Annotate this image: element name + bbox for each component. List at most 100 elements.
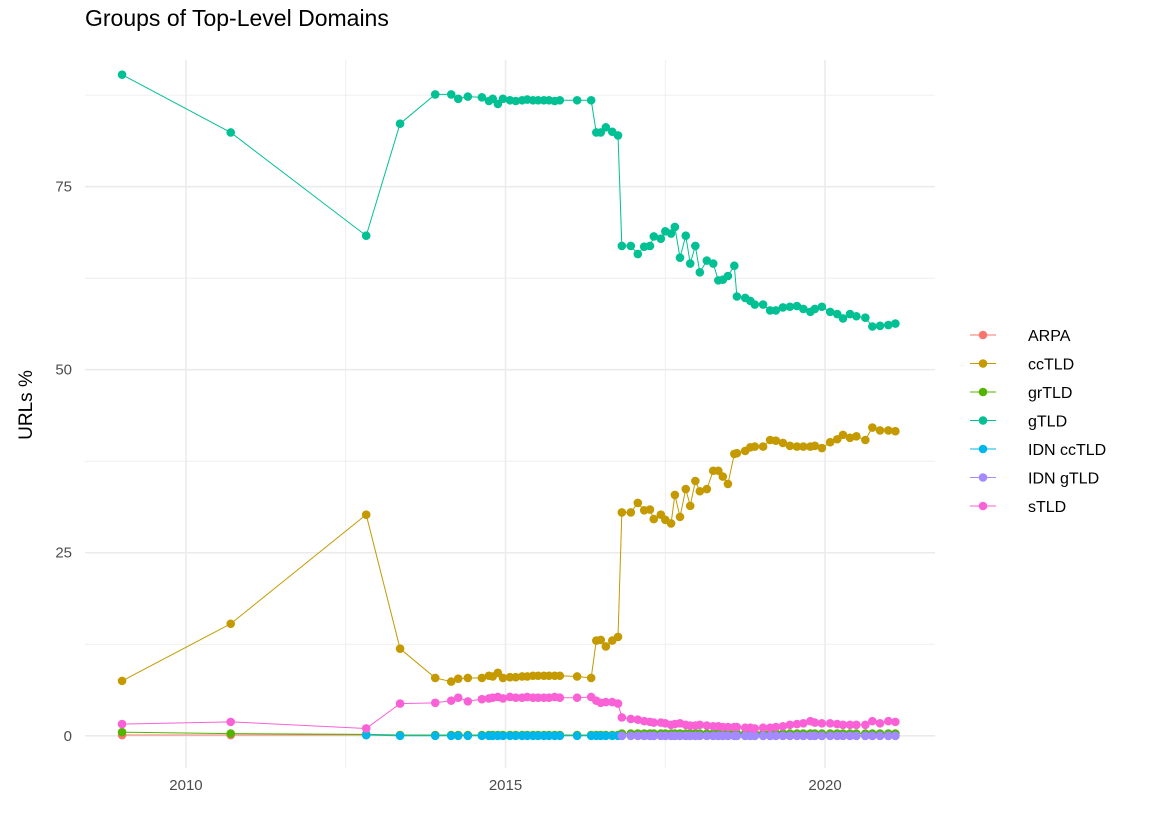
data-point bbox=[395, 731, 405, 741]
data-point bbox=[691, 241, 700, 251]
data-point bbox=[750, 300, 760, 309]
data-point bbox=[613, 131, 623, 140]
data-point bbox=[498, 94, 508, 104]
chart-title: Groups of Top-Level Domains bbox=[85, 5, 389, 31]
legend-label: IDN gTLD bbox=[1028, 471, 1099, 488]
data-point bbox=[601, 123, 611, 132]
data-point bbox=[852, 731, 861, 741]
legend-item: IDN gTLD bbox=[970, 471, 1099, 488]
data-point bbox=[695, 268, 705, 277]
data-point bbox=[792, 301, 802, 311]
data-point bbox=[875, 426, 885, 435]
data-point bbox=[117, 727, 127, 737]
data-point bbox=[732, 292, 742, 301]
series-cctld bbox=[117, 423, 900, 686]
series-gtld bbox=[117, 70, 900, 331]
data-point bbox=[732, 448, 742, 458]
data-point bbox=[852, 432, 861, 441]
legend-label: grTLD bbox=[1028, 385, 1072, 402]
data-point bbox=[875, 321, 885, 331]
x-tick-label: 2010 bbox=[169, 777, 202, 794]
data-point bbox=[817, 719, 827, 728]
data-point bbox=[723, 731, 733, 741]
data-point bbox=[861, 313, 870, 323]
data-point bbox=[675, 253, 685, 262]
data-point bbox=[868, 716, 877, 726]
data-point bbox=[681, 484, 691, 494]
data-point bbox=[430, 698, 440, 708]
data-point bbox=[799, 304, 808, 314]
data-point bbox=[670, 490, 680, 500]
data-point bbox=[645, 505, 655, 514]
data-point bbox=[361, 724, 371, 733]
data-point bbox=[702, 484, 712, 494]
y-tick-label: 25 bbox=[55, 545, 72, 562]
series-idn-gtld bbox=[617, 731, 900, 741]
data-point bbox=[601, 731, 611, 741]
data-point bbox=[884, 320, 893, 330]
data-point bbox=[785, 441, 795, 451]
data-point bbox=[572, 672, 582, 681]
data-point bbox=[617, 508, 627, 517]
legend-item: ARPA bbox=[970, 328, 1071, 345]
series-line bbox=[122, 696, 896, 729]
data-point bbox=[891, 717, 900, 727]
data-point bbox=[649, 232, 659, 241]
data-point bbox=[891, 731, 900, 741]
data-point bbox=[395, 644, 405, 653]
data-point bbox=[714, 466, 723, 476]
data-point bbox=[498, 673, 508, 683]
legend-key-marker bbox=[978, 330, 988, 340]
data-point bbox=[702, 256, 712, 265]
data-point bbox=[732, 722, 742, 732]
data-point bbox=[626, 731, 636, 741]
data-point bbox=[117, 676, 127, 686]
data-point bbox=[845, 720, 855, 730]
data-point bbox=[477, 731, 487, 741]
data-point bbox=[825, 307, 835, 317]
data-point bbox=[572, 95, 582, 105]
data-point bbox=[555, 671, 565, 681]
data-point bbox=[511, 672, 521, 682]
data-point bbox=[691, 476, 700, 486]
data-point bbox=[453, 94, 463, 104]
data-point bbox=[596, 635, 606, 645]
data-point bbox=[702, 721, 712, 730]
data-point bbox=[645, 241, 655, 251]
data-point bbox=[799, 442, 808, 451]
y-tick-label: 50 bbox=[55, 362, 72, 379]
data-point bbox=[498, 694, 508, 703]
data-point bbox=[117, 70, 127, 79]
data-point bbox=[825, 719, 835, 728]
data-point bbox=[785, 731, 795, 741]
data-point bbox=[723, 722, 733, 732]
data-point bbox=[750, 724, 760, 733]
data-point bbox=[633, 249, 643, 259]
data-point bbox=[649, 731, 659, 741]
data-point bbox=[838, 720, 848, 730]
data-point bbox=[838, 731, 848, 741]
x-tick-label: 2015 bbox=[489, 777, 522, 794]
data-point bbox=[633, 731, 643, 741]
data-point bbox=[792, 719, 802, 729]
data-point bbox=[626, 241, 636, 251]
data-point bbox=[633, 498, 643, 508]
data-point bbox=[875, 731, 885, 741]
legend-label: sTLD bbox=[1028, 499, 1066, 516]
data-point bbox=[446, 90, 456, 99]
data-point bbox=[626, 714, 636, 724]
data-point bbox=[498, 731, 508, 741]
series-layer bbox=[117, 70, 900, 741]
data-point bbox=[884, 716, 893, 726]
data-point bbox=[649, 718, 659, 727]
data-point bbox=[875, 719, 885, 728]
data-point bbox=[361, 730, 371, 740]
data-point bbox=[463, 673, 473, 683]
data-point bbox=[117, 719, 127, 729]
data-point bbox=[477, 93, 487, 102]
data-point bbox=[601, 642, 611, 651]
data-point bbox=[430, 731, 440, 741]
data-point bbox=[463, 731, 473, 741]
legend-key-marker bbox=[978, 359, 988, 368]
